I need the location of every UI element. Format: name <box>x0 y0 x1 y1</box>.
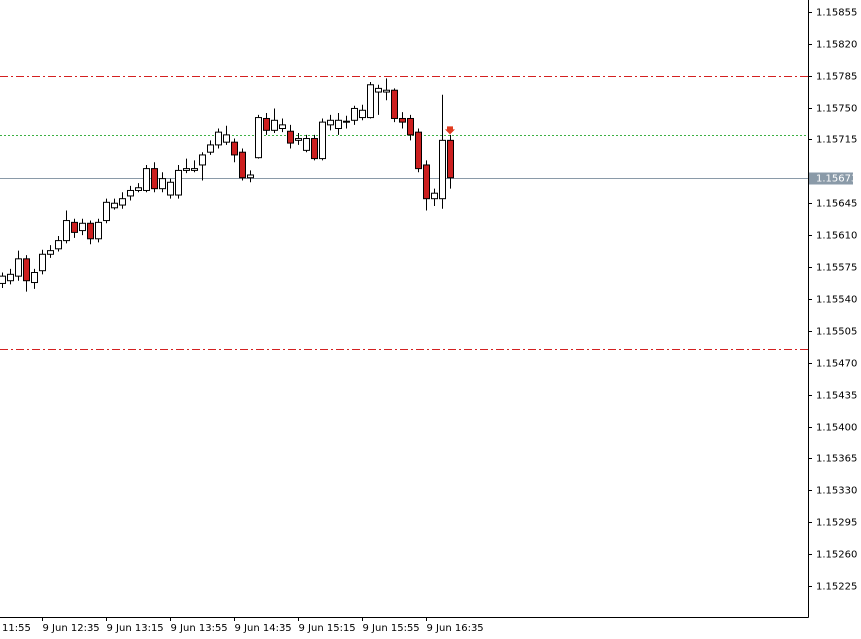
candle-body <box>439 139 446 200</box>
candle-body <box>71 221 78 233</box>
candle-body <box>431 192 438 200</box>
candle-body <box>207 144 214 153</box>
y-tick-label: 1.15785 <box>816 72 857 83</box>
candle-body <box>39 253 46 272</box>
candle-body <box>143 168 150 191</box>
candle-body <box>351 107 358 121</box>
y-tick-label: 1.15610 <box>816 231 857 242</box>
candle-body <box>295 138 302 141</box>
candle-body <box>303 138 310 151</box>
y-tick-label: 1.15820 <box>816 40 857 51</box>
candle-body <box>335 119 342 130</box>
candle-body <box>191 168 198 171</box>
x-tick-label: 9 Jun 15:15 <box>299 623 356 634</box>
y-tick-label: 1.15435 <box>816 391 857 402</box>
candle-body <box>311 138 318 160</box>
candle-body <box>87 222 94 240</box>
candle-body <box>175 169 182 196</box>
x-tick-label: 11:55 <box>2 623 31 634</box>
x-tick-label: 9 Jun 13:55 <box>171 623 228 634</box>
candle-body <box>423 164 430 200</box>
candle-body <box>111 202 118 209</box>
candle-body <box>367 84 374 119</box>
current-price-box <box>809 172 853 185</box>
signal-arrow <box>445 126 455 135</box>
candle-body <box>63 220 70 242</box>
candle-body <box>167 181 174 196</box>
x-tick-label: 9 Jun 13:15 <box>107 623 164 634</box>
candle-body <box>15 258 22 277</box>
candle-body <box>135 187 142 191</box>
candle-body <box>119 198 126 206</box>
candle-body <box>199 154 206 166</box>
y-tick-label: 1.15855 <box>816 8 857 19</box>
x-tick-label: 9 Jun 16:35 <box>427 623 484 634</box>
y-tick-label: 1.15295 <box>816 518 857 529</box>
candle-body <box>271 119 278 131</box>
candle-body <box>255 117 262 159</box>
candle-body <box>287 130 294 144</box>
candle-body <box>23 258 30 282</box>
y-tick-label: 1.15225 <box>816 582 857 593</box>
candle-body <box>319 121 326 160</box>
candle-body <box>127 189 134 197</box>
candle-body <box>375 87 382 93</box>
candle-body <box>103 201 110 222</box>
x-tick-label: 9 Jun 15:55 <box>363 623 420 634</box>
candle-body <box>215 131 222 146</box>
candle-body <box>263 117 270 131</box>
candle-body <box>95 221 102 240</box>
candle-body <box>159 178 166 190</box>
candle-body <box>399 117 406 123</box>
candle-body <box>359 109 366 119</box>
y-tick-label: 1.15330 <box>816 486 857 497</box>
candle-body <box>279 124 286 130</box>
y-tick-label: 1.15260 <box>816 550 857 561</box>
candle-body <box>7 273 14 282</box>
y-tick-label: 1.15505 <box>816 327 857 338</box>
candle-body <box>407 117 414 136</box>
y-tick-label: 1.15575 <box>816 263 857 274</box>
y-tick-label: 1.15540 <box>816 295 857 306</box>
candle-body <box>343 120 350 123</box>
y-tick-label: 1.15365 <box>816 454 857 465</box>
candle-body <box>31 272 38 284</box>
y-tick-label: 1.15645 <box>816 199 857 210</box>
candle-body <box>391 89 398 119</box>
candle-body <box>447 139 454 179</box>
candle-body <box>151 168 158 190</box>
candle-body <box>0 275 6 284</box>
candle-body <box>47 250 54 255</box>
x-tick-label: 9 Jun 12:35 <box>43 623 100 634</box>
candle-body <box>239 151 246 179</box>
candle-body <box>79 222 86 232</box>
candle-body <box>383 89 390 93</box>
candle-body <box>415 131 422 170</box>
current-price-label: 1.15673 <box>816 174 857 185</box>
candle-body <box>327 119 334 126</box>
y-tick-label: 1.15715 <box>816 135 857 146</box>
y-tick-label: 1.15470 <box>816 359 857 370</box>
candle-body <box>183 168 190 171</box>
candle-body <box>231 141 238 156</box>
y-tick-label: 1.15400 <box>816 423 857 434</box>
y-tick-label: 1.15750 <box>816 104 857 115</box>
candle-body <box>223 134 230 143</box>
candle-body <box>247 174 254 179</box>
candle-body <box>55 240 62 250</box>
x-tick-label: 9 Jun 14:35 <box>235 623 292 634</box>
